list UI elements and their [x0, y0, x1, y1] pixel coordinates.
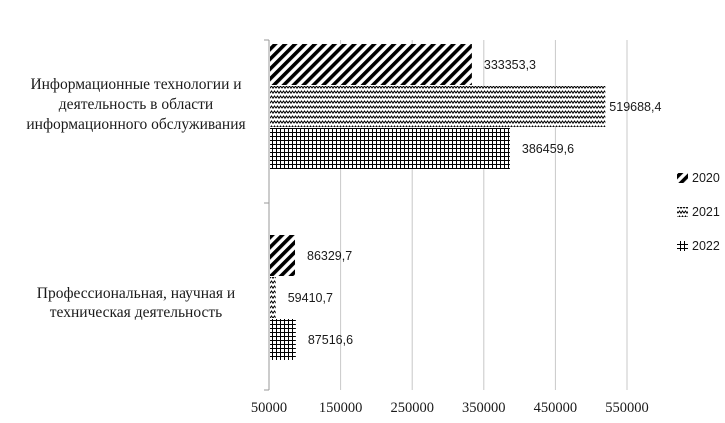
legend: 2020 2021 2022 [677, 171, 720, 253]
x-tick-label: 350000 [462, 400, 506, 416]
data-label: 519688,4 [609, 100, 661, 114]
category-label: техническая деятельность [50, 304, 222, 321]
data-label: 386459,6 [522, 142, 574, 156]
bar-2022 [270, 319, 296, 360]
bar-2021 [270, 277, 276, 318]
legend-swatch-2020 [677, 173, 688, 183]
category-label: информационного обслуживания [26, 116, 245, 133]
data-label: 59410,7 [288, 291, 333, 305]
x-tick-label: 250000 [390, 400, 434, 416]
category-label: Профессиональная, научная и [37, 285, 235, 302]
category-label: деятельность в области [59, 96, 213, 113]
legend-swatch-2021 [677, 207, 688, 217]
data-label: 87516,6 [308, 333, 353, 347]
bar-2020 [270, 44, 472, 85]
bars [270, 44, 606, 360]
labels: 333353,3 86329,7 519688,4 59410,7 386459,6 87… [26, 58, 661, 347]
data-label: 333353,3 [484, 58, 536, 72]
bar-2021 [270, 86, 606, 127]
bar-2020 [270, 235, 296, 276]
x-tick-label: 150000 [319, 400, 363, 416]
legend-label: 2020 [692, 171, 720, 185]
bar-2022 [270, 128, 510, 169]
x-tick-label: 50000 [251, 400, 287, 416]
legend-label: 2021 [692, 205, 720, 219]
data-label: 86329,7 [307, 249, 352, 263]
legend-label: 2022 [692, 239, 720, 253]
x-tick-label: 450000 [534, 400, 578, 416]
category-label: Информационные технологии и [30, 76, 241, 93]
x-tick-label: 550000 [605, 400, 649, 416]
axes: 50000 150000 250000 350000 450000 550000 [251, 39, 649, 416]
legend-swatch-2022 [677, 241, 688, 251]
